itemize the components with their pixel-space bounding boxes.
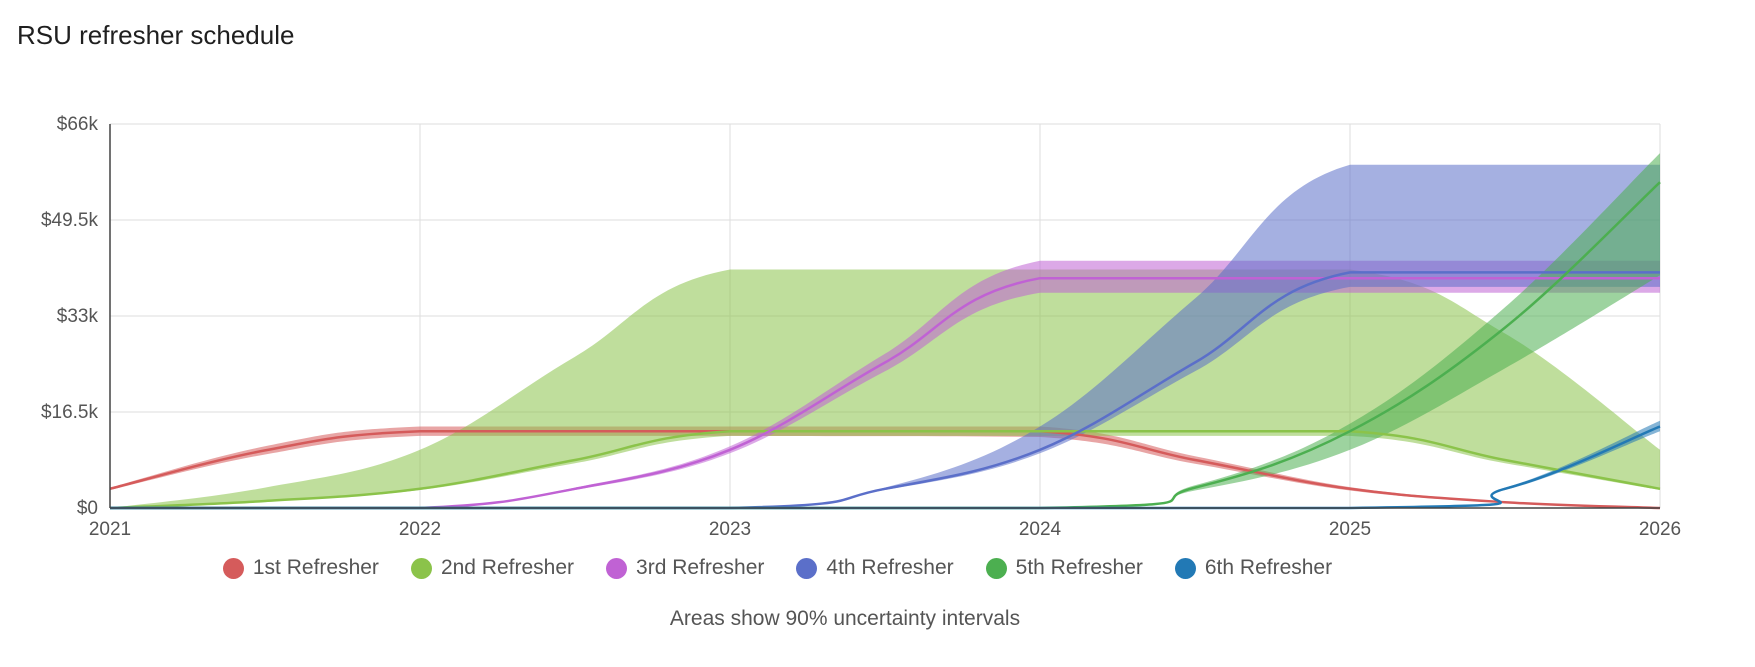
chart-caption: Areas show 90% uncertainty intervals [669, 607, 1021, 630]
legend-marker-icon [985, 557, 1007, 579]
y-tick-label: $49.5k [41, 210, 99, 231]
legend-label: 2nd Refresher [440, 556, 575, 579]
chart-legend: 1st Refresher 2nd Refresher 3rd Refresher 4… [0, 556, 1655, 580]
chart-canvas: 2021 2022 2023 2024 2025 2026 $0 $16.5k $33k $49.… [41, 114, 1681, 540]
legend-marker-icon [410, 557, 432, 579]
legend-label: 1st Refresher [252, 556, 379, 579]
series-line-2 [109, 429, 1661, 510]
legend-marker-icon [1174, 557, 1196, 579]
x-tick-label: 2024 [1019, 519, 1062, 540]
y-tick-label: $33k [57, 306, 99, 327]
chart-title: RSU refresher schedule [17, 20, 295, 50]
legend-label: 5th Refresher [1015, 556, 1143, 579]
legend-item-2[interactable]: 2nd Refresher [410, 556, 575, 580]
legend-label: 3rd Refresher [636, 556, 765, 579]
legend-marker-icon [606, 557, 628, 579]
uncertainty-band-2 [110, 269, 1660, 508]
y-tick-label: $0 [77, 498, 98, 519]
uncertainty-bands [110, 153, 1660, 508]
x-tick-label: 2021 [89, 519, 131, 540]
x-tick-label: 2025 [1329, 519, 1371, 540]
y-tick-label: $16.5k [41, 402, 99, 423]
legend-item-3[interactable]: 3rd Refresher [606, 556, 764, 580]
x-tick-label: 2023 [709, 519, 751, 540]
axes [109, 124, 1660, 509]
legend-marker-icon [222, 557, 244, 579]
legend-label: 6th Refresher [1204, 556, 1333, 579]
legend-marker-icon [796, 557, 818, 579]
y-tick-label: $66k [57, 114, 99, 135]
legend-item-6[interactable]: 6th Refresher [1174, 556, 1333, 580]
legend-item-1[interactable]: 1st Refresher [222, 556, 379, 580]
x-tick-label: 2022 [399, 519, 441, 540]
legend-item-5[interactable]: 5th Refresher [985, 556, 1143, 580]
x-tick-label: 2026 [1639, 519, 1681, 540]
tick-labels: 2021 2022 2023 2024 2025 2026 $0 $16.5k $33k $49.… [41, 114, 1681, 540]
legend-item-4[interactable]: 4th Refresher [796, 556, 954, 580]
uncertainty-band-4 [110, 164, 1660, 508]
legend-label: 4th Refresher [826, 556, 954, 579]
